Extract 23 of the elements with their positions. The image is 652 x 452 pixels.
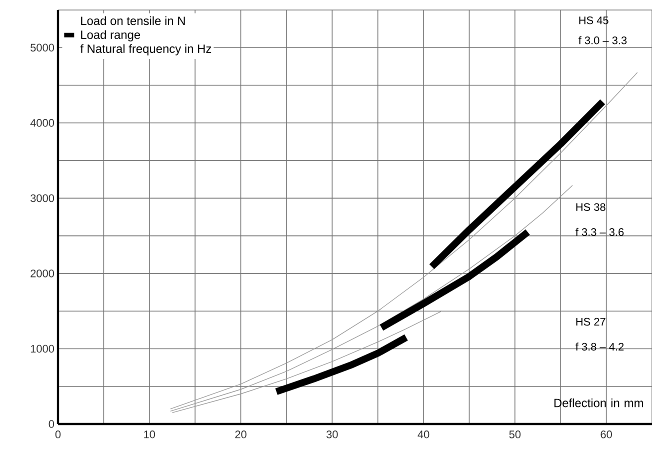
annotation: f Natural frequency in Hz [80, 44, 212, 56]
x-tick-label: 50 [509, 430, 521, 438]
y-axis-title: Load on tensile in N [81, 16, 185, 26]
annotation: f 3.8 – 4.2 [576, 342, 624, 351]
annotation: HS 27 [576, 318, 606, 326]
x-tick-label: 10 [144, 430, 156, 438]
x-tick-label: 60 [600, 430, 612, 438]
annotation: f 3.3 – 3.6 [576, 228, 624, 236]
x-tick-label: 0 [55, 430, 61, 438]
x-tick-label: 20 [235, 430, 246, 438]
x-tick-label: 40 [418, 430, 430, 438]
annotation: f 3.0 – 3.3 [578, 36, 627, 44]
y-tick-label: 0 [48, 420, 54, 428]
y-tick-label: 2000 [30, 270, 54, 278]
x-axis-title: Deflection in mm [554, 398, 643, 408]
annotation: HS 38 [576, 203, 606, 211]
annotation: HS 45 [579, 16, 608, 24]
y-tick-label: 1000 [30, 344, 54, 353]
y-tick-label: 5000 [30, 44, 54, 52]
legend-label: Load range [81, 30, 140, 42]
x-tick-label: 30 [326, 430, 338, 438]
y-tick-label: 4000 [30, 119, 54, 127]
y-tick-label: 3000 [30, 194, 54, 202]
